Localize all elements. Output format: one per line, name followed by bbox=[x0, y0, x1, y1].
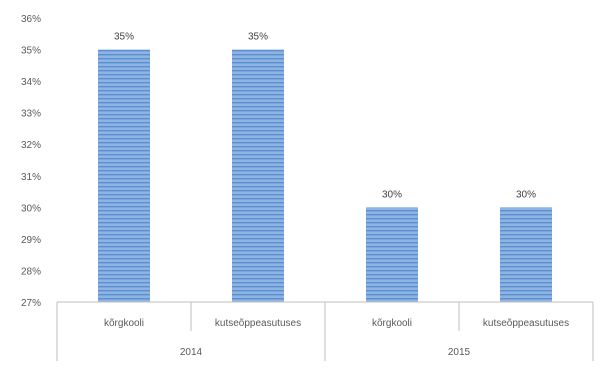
bar-value-label: 35% bbox=[114, 32, 134, 43]
y-tick-label: 36% bbox=[21, 14, 41, 25]
x-group-label: 2014 bbox=[180, 347, 203, 358]
bars bbox=[98, 49, 552, 302]
bar-value-label: 30% bbox=[516, 189, 536, 200]
x-category-label: kõrgkooli bbox=[104, 318, 144, 329]
bar bbox=[98, 49, 150, 302]
x-category-label: kutseõppeasutuses bbox=[215, 318, 301, 329]
y-tick-label: 29% bbox=[21, 235, 41, 246]
y-axis-labels: 27% 28% 29% 30% 31% 32% 33% 34% 35% 36% bbox=[21, 14, 41, 309]
y-tick-label: 30% bbox=[21, 203, 41, 214]
bar bbox=[232, 49, 284, 302]
x-group-label: 2015 bbox=[448, 347, 471, 358]
y-tick-label: 31% bbox=[21, 172, 41, 183]
bar-value-label: 30% bbox=[382, 189, 402, 200]
y-tick-label: 34% bbox=[21, 77, 41, 88]
y-tick-label: 32% bbox=[21, 140, 41, 151]
bar bbox=[366, 207, 418, 302]
x-category-label: kõrgkooli bbox=[372, 318, 412, 329]
y-tick-label: 27% bbox=[21, 298, 41, 309]
x-category-label: kutseõppeasutuses bbox=[483, 318, 569, 329]
x-axis: kõrgkooli kutseõppeasutuses 2014 kõrgkooli k… bbox=[56, 301, 594, 361]
bar-value-label: 35% bbox=[248, 32, 268, 43]
y-tick-label: 28% bbox=[21, 266, 41, 277]
bar bbox=[500, 207, 552, 302]
y-tick-label: 33% bbox=[21, 109, 41, 120]
value-labels: 35% 35% 30% 30% bbox=[114, 32, 536, 201]
y-tick-label: 35% bbox=[21, 46, 41, 57]
